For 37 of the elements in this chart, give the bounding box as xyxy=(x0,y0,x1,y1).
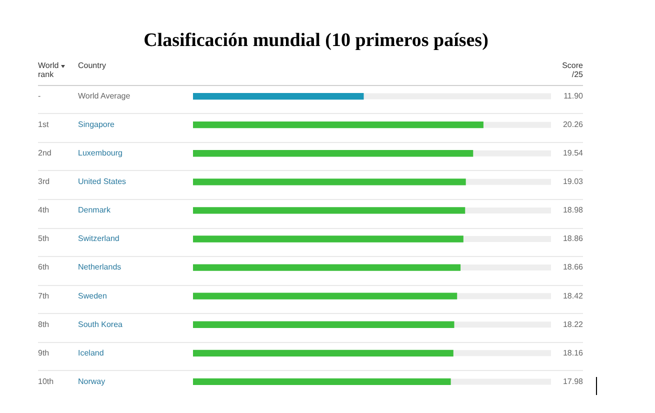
y-tick-label: Norway xyxy=(78,376,106,386)
data-label: 18.42 xyxy=(562,291,584,300)
text: Country xyxy=(78,61,106,70)
text: 4th xyxy=(38,206,50,215)
y-tick-label: World Average xyxy=(78,91,131,100)
text: 1st xyxy=(38,120,50,130)
data-label: 19.54 xyxy=(562,148,584,158)
data-label: 17.98 xyxy=(562,376,584,386)
text: - xyxy=(38,91,41,100)
y-tick-label: Iceland xyxy=(78,348,104,358)
data-label: 18.66 xyxy=(562,262,584,272)
text: 9th xyxy=(38,348,50,358)
y-tick-label: South Korea xyxy=(78,320,124,329)
y-tick-label: Singapore xyxy=(78,120,116,130)
text: World rank xyxy=(38,61,59,79)
data-label: 18.16 xyxy=(562,348,584,358)
text: 10th xyxy=(38,376,54,386)
chart-title: Clasificación mundial (10 primeros países) xyxy=(142,30,490,52)
data-label: 20.26 xyxy=(562,120,584,130)
y-tick-label: Luxembourg xyxy=(78,148,122,158)
text: 5th xyxy=(38,234,50,244)
text: 2nd xyxy=(38,148,52,158)
text: 3rd xyxy=(38,177,50,186)
y-tick-label: Sweden xyxy=(78,291,107,300)
data-label: 11.90 xyxy=(564,91,584,100)
data-label: 18.22 xyxy=(562,320,584,329)
y-tick-label: Netherlands xyxy=(78,262,122,272)
y-tick-label: Switzerland xyxy=(78,234,120,244)
data-label: 18.86 xyxy=(562,234,584,244)
text: 6th xyxy=(38,262,50,272)
y-tick-label: United States xyxy=(78,177,126,186)
text: 7th xyxy=(38,291,50,300)
y-tick-label: Denmark xyxy=(78,206,112,215)
text: 8th xyxy=(38,320,50,329)
text: Score /25 xyxy=(562,61,583,79)
data-label: 18.98 xyxy=(562,206,584,215)
data-label: 19.03 xyxy=(562,177,584,186)
